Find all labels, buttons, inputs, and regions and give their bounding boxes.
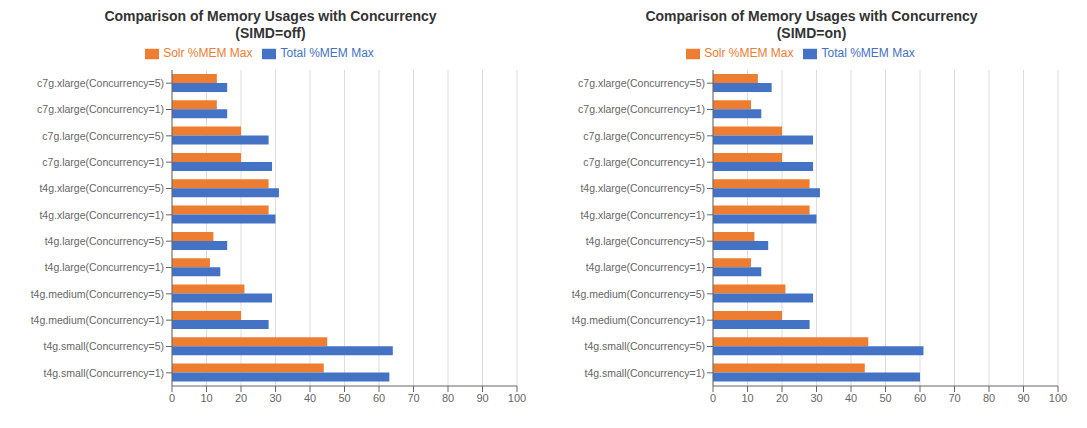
- html-text:Comparison of Memory Usages wi: Comparison of Memory Usages with Concurr…: [104, 8, 437, 24]
- svg-text:t4g.large(Concurrency=1): t4g.large(Concurrency=1): [586, 261, 705, 273]
- svg-text:t4g.xlarge(Concurrency=1): t4g.xlarge(Concurrency=1): [580, 209, 705, 221]
- svg-text:10: 10: [200, 392, 212, 404]
- svg-text:t4g.medium(Concurrency=1): t4g.medium(Concurrency=1): [572, 314, 705, 326]
- svg-text:90: 90: [1017, 392, 1029, 404]
- svg-text:50: 50: [879, 392, 891, 404]
- html-text:Total %MEM Max: Total %MEM Max: [280, 46, 374, 60]
- svg-text:0: 0: [169, 392, 175, 404]
- svg-text:t4g.xlarge(Concurrency=5): t4g.xlarge(Concurrency=5): [39, 182, 164, 194]
- html-text:(SIMD=off): (SIMD=off): [235, 25, 306, 41]
- svg-text:t4g.xlarge(Concurrency=1): t4g.xlarge(Concurrency=1): [39, 209, 164, 221]
- svg-text:60: 60: [914, 392, 926, 404]
- svg-text:0: 0: [710, 392, 716, 404]
- html-text:Solr %MEM Max: Solr %MEM Max: [163, 46, 253, 60]
- svg-text:c7g.large(Concurrency=5): c7g.large(Concurrency=5): [583, 130, 705, 142]
- svg-text:t4g.small(Concurrency=1): t4g.small(Concurrency=1): [584, 367, 705, 379]
- svg-text:80: 80: [442, 392, 454, 404]
- svg-text:90: 90: [476, 392, 488, 404]
- html-text:Comparison of Memory Usages wi: Comparison of Memory Usages with Concurr…: [645, 8, 978, 24]
- html-text:(SIMD=on): (SIMD=on): [776, 25, 847, 41]
- svg-text:t4g.large(Concurrency=5): t4g.large(Concurrency=5): [586, 235, 705, 247]
- svg-text:c7g.xlarge(Concurrency=1): c7g.xlarge(Concurrency=1): [578, 103, 705, 115]
- svg-text:c7g.xlarge(Concurrency=5): c7g.xlarge(Concurrency=5): [37, 77, 164, 89]
- svg-text:80: 80: [983, 392, 995, 404]
- svg-text:100: 100: [508, 392, 526, 404]
- svg-text:70: 70: [948, 392, 960, 404]
- svg-text:t4g.small(Concurrency=5): t4g.small(Concurrency=5): [43, 340, 164, 352]
- svg-text:t4g.small(Concurrency=5): t4g.small(Concurrency=5): [584, 340, 705, 352]
- svg-text:60: 60: [373, 392, 385, 404]
- html-text:Solr %MEM Max: Solr %MEM Max: [704, 46, 794, 60]
- svg-text:t4g.medium(Concurrency=1): t4g.medium(Concurrency=1): [31, 314, 164, 326]
- svg-text:50: 50: [338, 392, 350, 404]
- svg-text:t4g.xlarge(Concurrency=5): t4g.xlarge(Concurrency=5): [580, 182, 705, 194]
- svg-text:t4g.medium(Concurrency=5): t4g.medium(Concurrency=5): [572, 288, 705, 300]
- svg-text:20: 20: [235, 392, 247, 404]
- svg-text:20: 20: [776, 392, 788, 404]
- svg-text:40: 40: [845, 392, 857, 404]
- svg-text:30: 30: [810, 392, 822, 404]
- svg-text:c7g.xlarge(Concurrency=1): c7g.xlarge(Concurrency=1): [37, 103, 164, 115]
- svg-text:40: 40: [304, 392, 316, 404]
- svg-text:c7g.large(Concurrency=1): c7g.large(Concurrency=1): [42, 156, 164, 168]
- svg-text:100: 100: [1049, 392, 1067, 404]
- svg-text:70: 70: [407, 392, 419, 404]
- svg-text:30: 30: [269, 392, 281, 404]
- svg-text:t4g.medium(Concurrency=5): t4g.medium(Concurrency=5): [31, 288, 164, 300]
- svg-text:t4g.small(Concurrency=1): t4g.small(Concurrency=1): [43, 367, 164, 379]
- svg-text:c7g.large(Concurrency=5): c7g.large(Concurrency=5): [42, 130, 164, 142]
- html-text:Total %MEM Max: Total %MEM Max: [821, 46, 915, 60]
- svg-text:10: 10: [741, 392, 753, 404]
- svg-text:c7g.xlarge(Concurrency=5): c7g.xlarge(Concurrency=5): [578, 77, 705, 89]
- svg-text:t4g.large(Concurrency=5): t4g.large(Concurrency=5): [45, 235, 164, 247]
- svg-text:t4g.large(Concurrency=1): t4g.large(Concurrency=1): [45, 261, 164, 273]
- svg-text:c7g.large(Concurrency=1): c7g.large(Concurrency=1): [583, 156, 705, 168]
